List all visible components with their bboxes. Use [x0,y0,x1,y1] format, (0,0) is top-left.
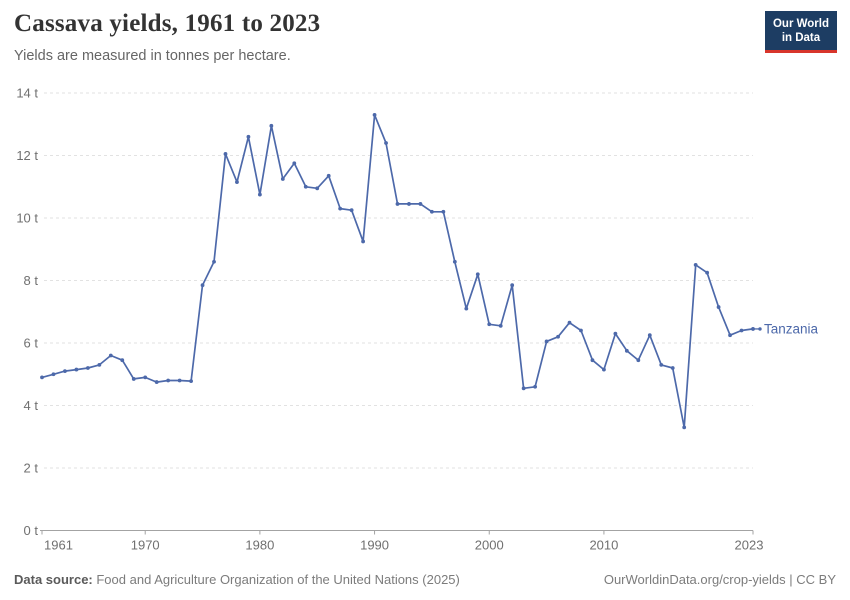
data-point[interactable] [613,331,618,336]
data-point[interactable] [74,367,79,372]
y-axis-tick-label: 8 t [24,273,39,288]
data-point[interactable] [452,259,457,264]
data-point[interactable] [395,202,400,206]
owid-logo-line2: in Data [781,32,821,45]
data-point[interactable] [384,141,388,145]
series-line-tanzania[interactable] [41,114,754,429]
data-point[interactable] [212,259,216,264]
x-axis-tick-label: 1990 [360,538,389,553]
data-point[interactable] [292,161,297,166]
y-axis-tick-label: 10 t [16,211,38,226]
data-point[interactable] [189,379,193,384]
data-point[interactable] [670,366,675,370]
data-point[interactable] [475,272,480,277]
data-point[interactable] [464,306,469,311]
data-point[interactable] [246,134,251,139]
data-point[interactable] [269,123,274,128]
y-axis-tick-label: 0 t [24,523,39,538]
data-point[interactable] [97,362,102,367]
data-point[interactable] [728,333,732,338]
data-point[interactable] [624,348,629,353]
y-axis-tick-label: 4 t [24,398,39,413]
data-point[interactable] [659,362,664,367]
data-point[interactable] [280,177,285,181]
x-axis-tick-label: 1980 [245,538,274,553]
data-point[interactable] [751,327,755,331]
owid-logo-line1: Our World [772,18,829,30]
chart-footer: Data source: Food and Agriculture Organi… [14,572,836,587]
y-axis-tick-label: 6 t [24,336,39,351]
x-axis-tick-label: 2010 [589,538,618,553]
y-axis-tick-label: 2 t [24,461,39,476]
data-point[interactable] [326,173,331,178]
data-point[interactable] [200,283,205,288]
data-point[interactable] [51,372,56,377]
owid-logo[interactable]: Our World in Data [764,11,837,53]
data-point[interactable] [510,283,515,288]
data-point[interactable] [372,112,377,117]
data-point[interactable] [716,305,721,309]
data-point[interactable] [647,333,652,338]
data-point[interactable] [257,192,262,197]
data-point[interactable] [636,358,641,363]
data-point[interactable] [579,328,583,333]
data-point[interactable] [303,184,308,189]
data-point[interactable] [544,339,549,344]
data-point[interactable] [131,377,136,381]
data-point[interactable] [143,375,148,380]
x-axis-tick-label: 1970 [131,538,160,553]
page-title: Cassava yields, 1961 to 2023 [14,10,321,37]
data-point[interactable] [430,209,434,214]
y-axis-tick-label: 14 t [16,86,38,101]
data-point[interactable] [602,367,606,372]
chart-subtitle: Yields are measured in tonnes per hectar… [14,48,291,64]
data-point[interactable] [63,369,67,374]
legend-connector-dot [758,327,762,331]
data-point[interactable] [166,378,171,383]
data-point[interactable] [177,378,182,383]
x-axis-tick-label: 2000 [475,538,504,553]
data-point[interactable] [498,323,503,328]
data-point[interactable] [338,206,343,211]
data-source: Data source: Food and Agriculture Organi… [14,572,460,587]
data-point[interactable] [235,180,239,184]
data-point[interactable] [739,328,744,333]
data-point[interactable] [556,334,560,339]
data-point[interactable] [533,384,538,389]
data-point[interactable] [521,386,526,391]
data-point[interactable] [682,425,687,430]
data-source-text: Food and Agriculture Organization of the… [92,572,460,587]
data-point[interactable] [120,358,125,363]
data-point[interactable] [349,208,354,213]
data-point[interactable] [154,380,159,384]
data-point[interactable] [705,270,710,275]
data-point[interactable] [223,152,228,156]
data-point[interactable] [108,353,113,358]
footer-credit[interactable]: OurWorldinData.org/crop-yields | CC BY [603,572,836,587]
data-point[interactable] [407,202,411,206]
series-label-tanzania[interactable]: Tanzania [764,321,819,336]
y-axis-tick-label: 12 t [16,148,38,163]
x-axis-tick-label: 1961 [44,538,73,553]
data-point[interactable] [40,375,44,380]
data-point[interactable] [418,202,423,206]
data-point[interactable] [361,239,365,244]
data-point[interactable] [567,320,572,325]
x-axis-tick-label: 2023 [735,538,764,553]
data-point[interactable] [315,186,320,191]
data-point[interactable] [693,262,698,267]
data-point[interactable] [441,209,446,214]
data-point[interactable] [487,322,492,327]
data-source-label: Data source: [14,572,93,587]
data-point[interactable] [590,358,595,363]
data-point[interactable] [85,366,90,370]
